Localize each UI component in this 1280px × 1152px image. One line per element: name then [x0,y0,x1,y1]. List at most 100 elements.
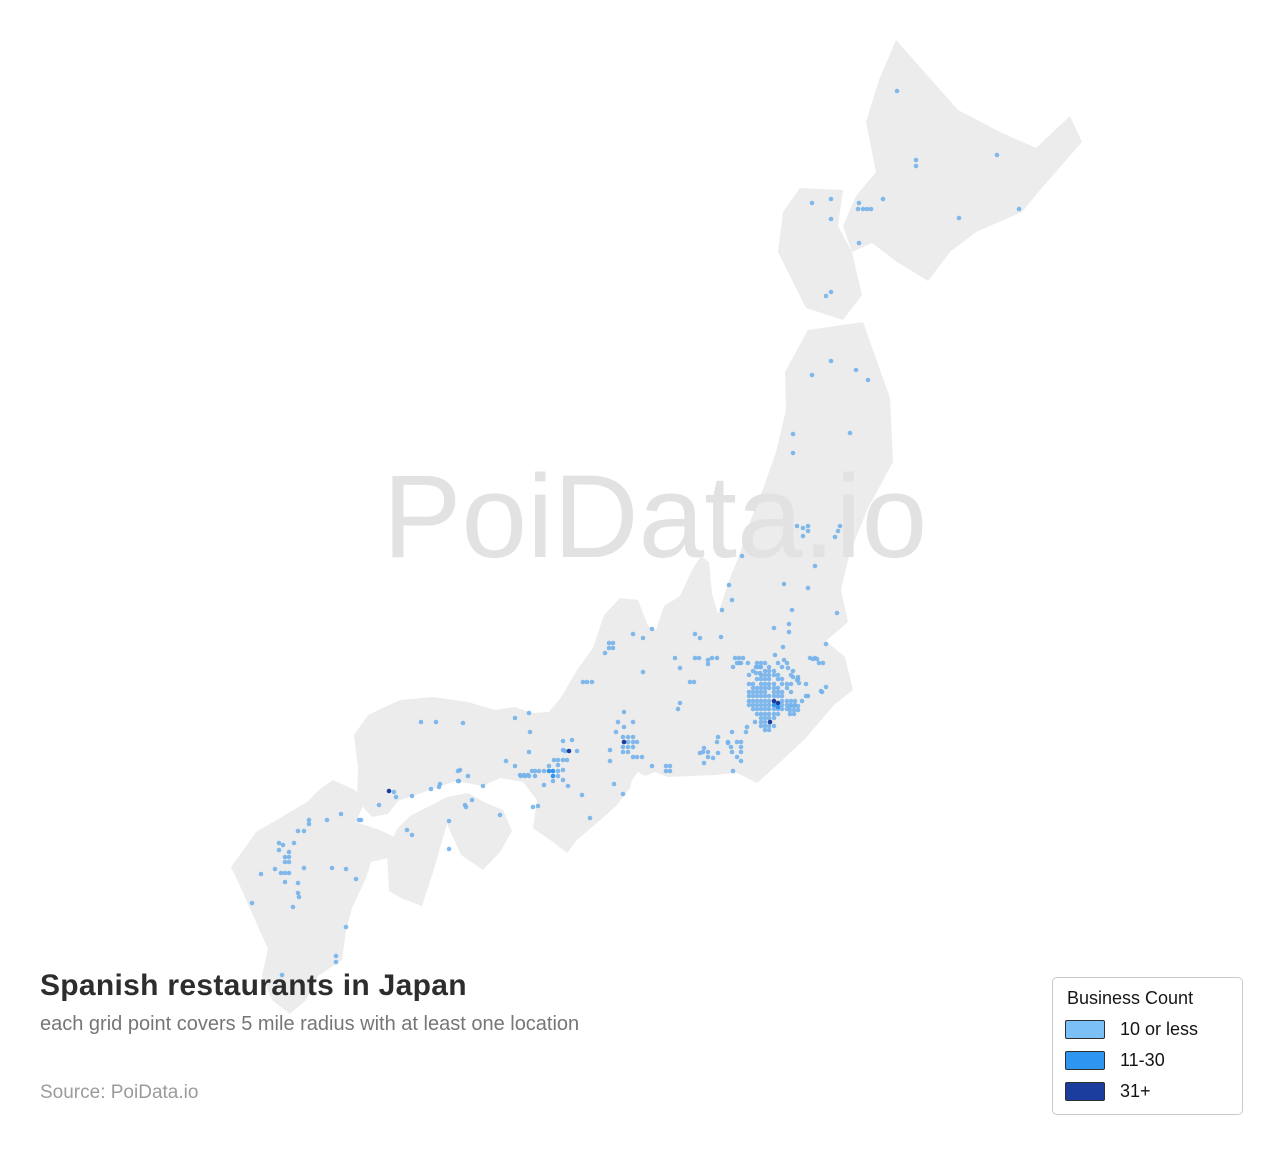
map-dot-c1 [762,660,768,666]
map-dot-c1 [796,680,802,686]
map-dot-c1 [750,685,756,691]
map-dot-c1 [754,676,760,682]
map-dot-c1 [286,854,292,860]
map-dot-c1 [675,706,681,712]
map-dot-c1 [772,652,778,658]
map-dot-c1 [779,706,785,712]
map-dot-c2 [550,773,556,779]
map-dot-c1 [775,685,781,691]
map-dot-c1 [766,664,772,670]
map-dot-c1 [610,640,616,646]
map-dot-c1 [697,635,703,641]
map-dot-c1 [766,723,772,729]
legend-item-mid: 11-30 [1065,1050,1232,1071]
map-dot-c1 [282,854,288,860]
map-dot-c1 [771,693,777,699]
legend-item-low: 10 or less [1065,1019,1232,1040]
map-dot-c1 [526,749,532,755]
map-dot-c1 [762,706,768,712]
map-dot-c1 [630,719,636,725]
map-dot-c1 [306,821,312,827]
map-dot-c1 [766,693,772,699]
map-dot-c1 [771,685,777,691]
map-dot-c1 [779,693,785,699]
map-dot-c1 [560,738,566,744]
legend-label: 31+ [1120,1081,1151,1101]
map-dot-c1 [766,668,772,674]
map-dot-c1 [625,734,631,740]
map-region-kyushu [231,780,402,1014]
map-dot-c1 [746,672,752,678]
map-dot-c1 [606,640,612,646]
map-dot-c1 [746,698,752,704]
map-dot-c1 [762,715,768,721]
map-dot-c1 [771,668,777,674]
map-dot-c1 [823,641,829,647]
map-dot-c1 [828,196,834,202]
map-dot-c1 [762,702,768,708]
map-dot-c1 [779,702,785,708]
map-dot-c1 [762,723,768,729]
map-dot-c1 [766,715,772,721]
map-dot-c1 [785,665,791,671]
map-dot-c1 [607,747,613,753]
map-dot-c1 [356,817,362,823]
map-dot-c1 [788,672,794,678]
map-dot-c1 [480,783,486,789]
map-dot-c1 [762,689,768,695]
map-dot-c1 [766,676,772,682]
map-dot-c1 [788,681,794,687]
map-dot-c1 [602,650,608,656]
map-dot-c1 [779,676,785,682]
map-dot-c1 [630,631,636,637]
map-dot-c1 [828,358,834,364]
map-dot-c1 [709,655,715,661]
map-dot-c1 [701,760,707,766]
map-dot-c1 [719,607,725,613]
map-dot-c1 [730,664,736,670]
map-dot-c1 [754,689,760,695]
map-dot-c1 [865,377,871,383]
map-dot-c1 [750,698,756,704]
map-dot-c1 [667,768,673,774]
legend-title: Business Count [1067,988,1194,1008]
map-dot-c1 [565,783,571,789]
map-dot-c1 [788,702,794,708]
map-dot-c1 [535,803,541,809]
map-dot-c1 [640,635,646,641]
legend-swatch-10-or-less [1065,1020,1105,1039]
map-dot-c1 [286,849,292,855]
map-dot-c1 [536,768,542,774]
map-dot-c1 [306,817,312,823]
map-dot-c1 [766,706,772,712]
map-dot-c2 [775,704,781,710]
map-dot-c1 [278,870,284,876]
map-dot-c1 [620,734,626,740]
map-dot-c1 [832,534,838,540]
map-dot-c1 [784,702,790,708]
map-dot-c1 [758,689,764,695]
map-dot-c1 [771,681,777,687]
map-dot-c1 [569,737,575,743]
map-region-honshu [354,322,893,853]
map-dot-c1 [728,744,734,750]
map-dot-c1 [393,794,399,800]
map-dot-c1 [621,724,627,730]
map-dot-c1 [750,693,756,699]
map-dot-c1 [771,689,777,695]
map-dot-c1 [734,754,740,760]
map-dot-c3 [771,698,777,704]
map-dot-c1 [784,681,790,687]
map-dot-c1 [762,693,768,699]
map-dot-c1 [856,200,862,206]
map-dot-c1 [428,786,434,792]
map-dot-c1 [738,758,744,764]
map-dot-c1 [589,679,595,685]
map-dot-c1 [766,681,772,687]
map-dot-c1 [738,749,744,755]
map-region-hokkaido_sw [778,188,862,320]
map-dot-c1 [834,610,840,616]
map-dot-c1 [913,163,919,169]
map-dot-c1 [754,698,760,704]
